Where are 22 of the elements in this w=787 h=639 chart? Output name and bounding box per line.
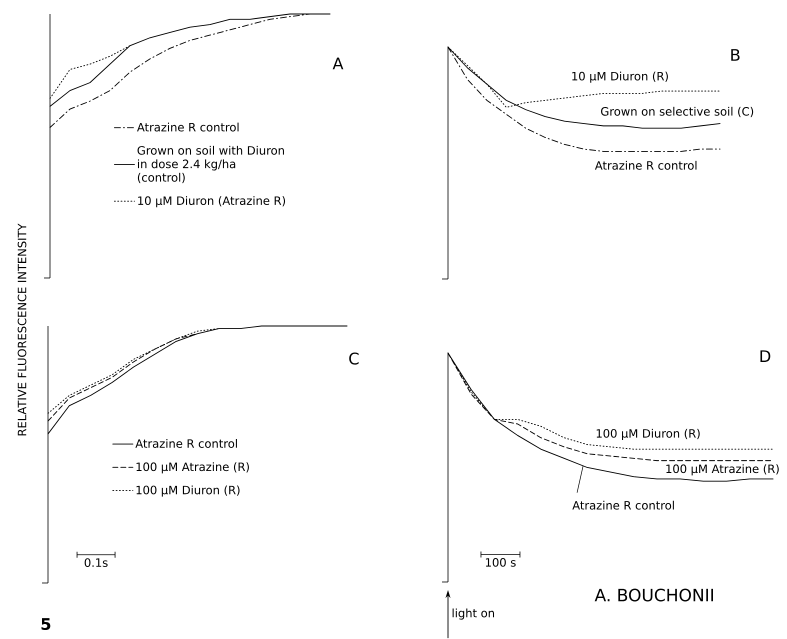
legend-label: 100 µM Atrazine (R) [136, 462, 249, 474]
chart-title: B [731, 49, 740, 61]
annotation: 0.1s [84, 558, 108, 568]
series-label: Grown on selective soil (C) [601, 107, 754, 118]
text: 5 [42, 618, 50, 630]
text: A [332, 58, 344, 70]
series-label: 10 µM Diuron (R) [572, 72, 668, 83]
series-label: Atrazine R control [594, 161, 696, 170]
annotation: 100 s [486, 558, 516, 567]
series-label: 100 µM Diuron (R) [596, 429, 700, 440]
text: light on [452, 608, 494, 620]
legend-label: Atrazine R control [572, 500, 674, 510]
series-label: 100 µM Atrazine (R) [666, 464, 779, 476]
legend-label: Atrazine R control [137, 122, 239, 132]
legend-label: 100 µM Diuron (R) [136, 486, 240, 497]
y-axis-title: RELATIVE FLUORESCENCE INTENSITY [18, 224, 26, 436]
legend-label: 10 µM Diuron (Atrazine R) [138, 196, 286, 208]
chart-title: D [760, 350, 770, 362]
legend-label: Atrazine R control [135, 439, 237, 448]
text: C [349, 352, 359, 365]
legend-label: Grown on soil with Diuron in dose 2.4 kg/ha (control) [138, 146, 284, 184]
text: A. BOUCHONII [594, 588, 713, 602]
